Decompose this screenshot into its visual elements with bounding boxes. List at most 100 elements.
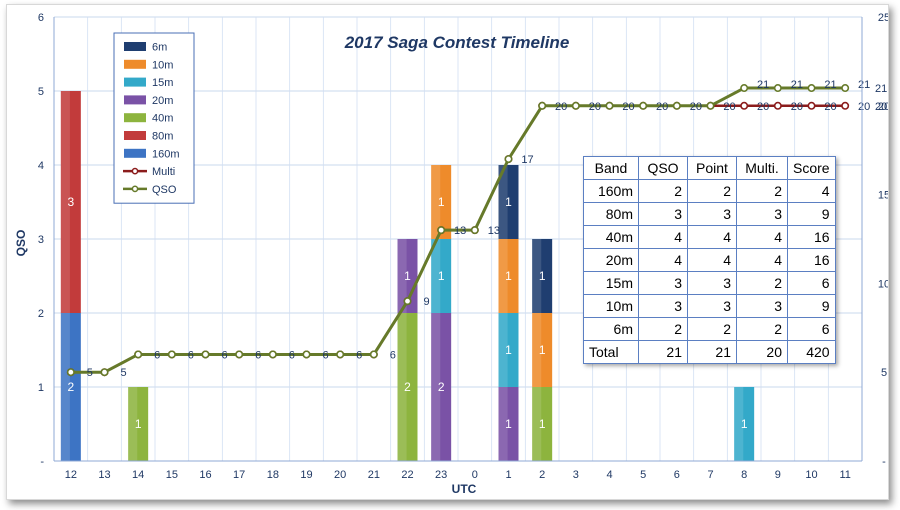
x-tick-label: 18 (267, 469, 279, 481)
y-tick-label: - (40, 456, 44, 468)
x-tick-label: 9 (775, 469, 781, 481)
x-tick-label: 16 (199, 469, 211, 481)
table-cell: 21 (687, 340, 737, 364)
bar-segment (60, 313, 81, 461)
bar-highlight (498, 239, 508, 313)
table-cell: 160m (583, 179, 639, 203)
x-tick-label: 5 (640, 469, 646, 481)
bar-highlight (532, 313, 542, 387)
table-row: 20m 4 4 4 16 (583, 248, 836, 272)
point-value-label: 6 (390, 349, 396, 361)
point-value-label: 20 (656, 101, 668, 113)
header-qso: QSO (638, 156, 688, 180)
x-axis-label: UTC (452, 482, 477, 496)
header-multi: Multi. (736, 156, 788, 180)
table-cell: 2 (687, 317, 737, 341)
y-tick-label: 5 (38, 86, 44, 98)
x-tick-label: 23 (435, 469, 447, 481)
table-row: 10m 3 3 3 9 (583, 294, 836, 318)
bar-value-label: 2 (438, 380, 445, 394)
table-cell: 10m (583, 294, 639, 318)
point-value-label: 9 (423, 296, 429, 308)
series-point-qso (841, 84, 850, 93)
x-tick-label: 6 (674, 469, 680, 481)
point-value-label: 6 (289, 349, 295, 361)
legend-label: 15m (152, 77, 173, 89)
x-tick-label: 15 (166, 469, 178, 481)
legend-label: 40m (152, 113, 173, 125)
table-cell: 80m (583, 202, 639, 226)
legend-swatch (124, 113, 146, 123)
series-point-qso (538, 101, 547, 110)
legend-marker (131, 167, 139, 175)
x-tick-label: 2 (539, 469, 545, 481)
series-line-qso (70, 86, 846, 374)
legend-swatch (124, 131, 146, 140)
table-cell: 2 (736, 179, 788, 203)
series-point-multi (740, 101, 749, 110)
table-cell: 6 (787, 271, 836, 295)
y2-tick-label: 15 (878, 190, 888, 202)
y2-tick-label: 10 (878, 278, 888, 290)
bar-segment (431, 239, 452, 313)
legend-label: 20m (152, 95, 173, 107)
table-cell: 4 (638, 248, 688, 272)
table-cell: 2 (638, 179, 688, 203)
point-value-label: 20 (858, 101, 870, 113)
point-value-label: 20 (824, 101, 836, 113)
table-cell: 3 (687, 202, 737, 226)
legend-label: 160m (152, 148, 180, 160)
series-point-qso (437, 226, 446, 235)
table-cell: 3 (687, 294, 737, 318)
bar-highlight (498, 165, 508, 239)
series-point-qso (403, 297, 412, 306)
series-point-qso (639, 101, 648, 110)
y2-tick-label: 25 (878, 12, 888, 24)
point-value-label: 6 (188, 349, 194, 361)
table-cell: 16 (787, 225, 836, 249)
table-cell: 4 (787, 179, 836, 203)
header-band: Band (583, 156, 639, 180)
bar-value-label: 1 (438, 195, 445, 209)
table-row: 40m 4 4 4 16 (583, 225, 836, 249)
series-point-qso (268, 350, 277, 359)
bar-highlight (128, 387, 138, 461)
bar-highlight (532, 239, 542, 313)
y2-tick-label: - (882, 456, 886, 468)
bar-segment (532, 313, 553, 387)
series-point-qso (740, 84, 749, 93)
x-tick-label: 7 (707, 469, 713, 481)
point-value-label: 6 (154, 349, 160, 361)
legend-swatch (124, 148, 146, 158)
point-value-label: 21 (757, 79, 769, 91)
bar-value-label: 3 (67, 195, 74, 209)
y-tick-label: 3 (38, 234, 44, 246)
x-tick-label: 3 (573, 469, 579, 481)
series-point-qso (706, 101, 715, 110)
bar-highlight (397, 239, 407, 313)
table-cell: 2 (736, 271, 788, 295)
x-tick-label: 19 (300, 469, 312, 481)
point-value-label: 6 (356, 349, 362, 361)
table-cell: 3 (736, 202, 788, 226)
score-table: Band QSO Point Multi. Score 160m 2 2 2 4… (583, 156, 836, 364)
series-point-multi (807, 101, 816, 110)
bar-value-label: 1 (404, 269, 411, 283)
x-tick-label: 11 (839, 469, 850, 481)
table-cell: 6 (787, 317, 836, 341)
bar-value-label: 1 (438, 269, 445, 283)
bar-segment (532, 387, 553, 461)
table-cell: 2 (736, 317, 788, 341)
point-value-label: 20 (723, 101, 735, 113)
point-value-label: 20 (757, 101, 769, 113)
bar-segment (397, 239, 418, 313)
bar-segment (498, 387, 519, 461)
x-tick-label: 14 (132, 469, 144, 481)
point-value-label: 21 (791, 79, 803, 91)
series-point-qso (470, 226, 479, 235)
y-axis-label: QSO (14, 230, 28, 257)
series-point-qso (504, 155, 513, 164)
series-point-multi (773, 101, 782, 110)
bar-segment (498, 239, 519, 313)
